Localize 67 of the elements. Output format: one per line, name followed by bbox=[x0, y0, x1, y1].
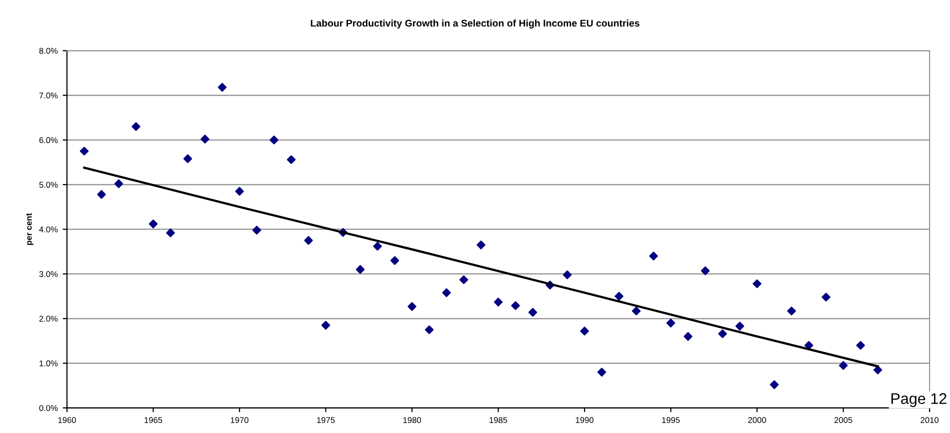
point bbox=[511, 301, 520, 310]
x-tick-label: 1990 bbox=[576, 417, 594, 424]
point bbox=[166, 228, 175, 238]
point bbox=[200, 134, 210, 144]
point bbox=[304, 236, 313, 245]
x-tick-label: 2000 bbox=[748, 417, 766, 424]
y-tick-label: 3.0% bbox=[39, 271, 58, 278]
point bbox=[494, 298, 503, 306]
point bbox=[218, 82, 227, 92]
point bbox=[459, 275, 468, 284]
point bbox=[580, 326, 589, 336]
y-tick-label: 6.0% bbox=[39, 137, 58, 144]
y-tick-label: 2.0% bbox=[39, 316, 58, 322]
y-tick-label: 7.0% bbox=[39, 92, 58, 98]
x-tick-label: 1975 bbox=[317, 417, 335, 424]
point bbox=[614, 292, 624, 301]
y-tick-label: 5.0% bbox=[39, 182, 58, 188]
y-tick-label: 0.0% bbox=[39, 405, 58, 411]
point bbox=[252, 226, 262, 235]
point bbox=[562, 270, 572, 280]
point bbox=[356, 265, 365, 274]
point bbox=[114, 179, 124, 188]
point bbox=[822, 292, 830, 302]
point bbox=[856, 341, 865, 350]
point bbox=[390, 256, 400, 265]
point bbox=[286, 155, 296, 164]
point bbox=[270, 136, 278, 144]
point bbox=[684, 332, 692, 341]
x-tick-label: 1965 bbox=[144, 417, 162, 424]
point bbox=[838, 361, 848, 370]
x-tick-label: 2010 bbox=[920, 417, 939, 424]
point bbox=[321, 320, 330, 330]
annotation: Page 12 bbox=[891, 393, 946, 408]
point bbox=[597, 368, 606, 377]
point bbox=[528, 308, 538, 317]
point bbox=[632, 306, 641, 316]
point bbox=[735, 322, 744, 331]
x-tick-label: 1995 bbox=[662, 417, 680, 424]
point bbox=[373, 242, 382, 251]
y-axis-title: per cent bbox=[26, 213, 34, 245]
point bbox=[752, 279, 762, 288]
point bbox=[787, 306, 796, 316]
point bbox=[873, 366, 882, 374]
point bbox=[666, 318, 676, 328]
point bbox=[476, 240, 486, 250]
point bbox=[649, 252, 658, 260]
point bbox=[148, 220, 158, 228]
point bbox=[80, 146, 89, 156]
y-tick-label: 8.0% bbox=[39, 48, 58, 54]
y-tick-label: 1.0% bbox=[40, 360, 58, 366]
point bbox=[442, 288, 451, 298]
point bbox=[97, 190, 106, 199]
x-tick-label: 1980 bbox=[403, 417, 421, 424]
chart-title: Labour Productivity Growth in a Selection of High Income EU countries bbox=[310, 19, 640, 29]
x-tick-label: 1970 bbox=[230, 417, 248, 424]
x-tick-label: 1960 bbox=[58, 417, 76, 424]
point bbox=[700, 266, 710, 276]
x-tick-label: 2005 bbox=[834, 417, 852, 424]
point bbox=[408, 302, 416, 311]
x-tick-label: 1985 bbox=[490, 417, 508, 424]
point bbox=[132, 122, 140, 131]
point bbox=[424, 325, 434, 334]
point bbox=[770, 380, 779, 390]
y-tick-label: 4.0% bbox=[39, 226, 58, 232]
point bbox=[718, 329, 727, 338]
point bbox=[183, 154, 192, 164]
point bbox=[235, 186, 244, 196]
